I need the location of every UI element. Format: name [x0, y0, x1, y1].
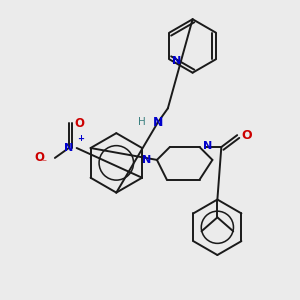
Text: O: O: [34, 152, 44, 164]
Text: +: +: [77, 134, 84, 142]
Text: N: N: [153, 116, 163, 129]
Text: N: N: [142, 155, 151, 165]
Text: N: N: [203, 141, 213, 151]
Text: N: N: [64, 143, 74, 153]
Text: O: O: [241, 129, 252, 142]
Text: ⁻: ⁻: [41, 158, 46, 168]
Text: O: O: [75, 117, 85, 130]
Text: N: N: [172, 56, 182, 66]
Text: H: H: [138, 117, 146, 127]
